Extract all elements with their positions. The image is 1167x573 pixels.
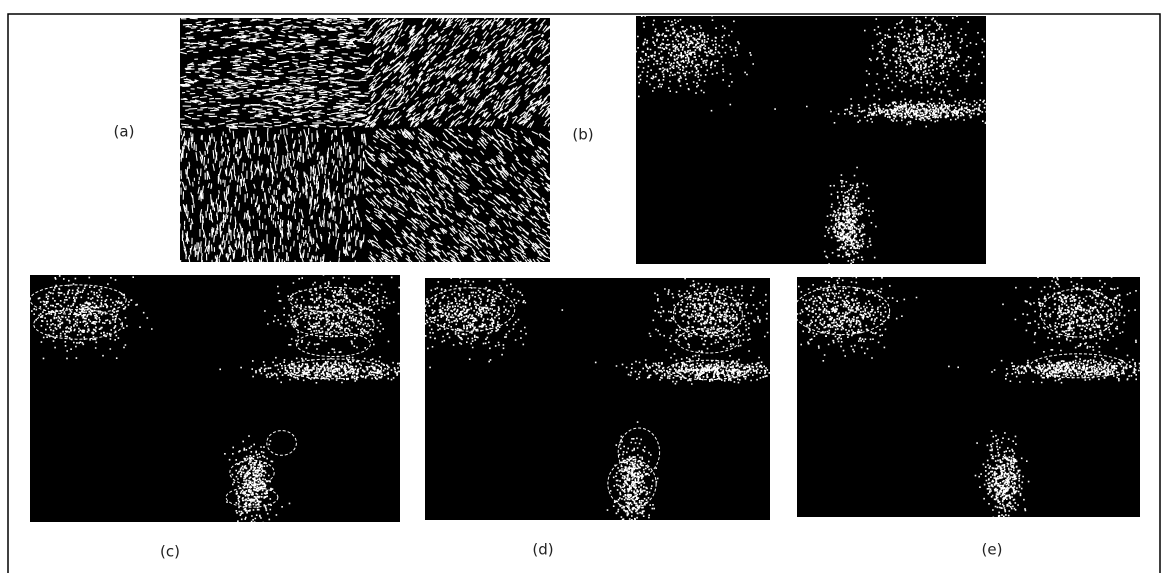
figure: (a) (b) (c) (d) (e) [0, 0, 1167, 573]
panel-label: (e) [982, 541, 1003, 559]
panel-label: (d) [532, 541, 553, 559]
panel-label: (a) [114, 123, 135, 141]
panels [0, 3, 1167, 546]
panel-label: (b) [572, 126, 593, 144]
panel-label: (c) [160, 543, 180, 561]
